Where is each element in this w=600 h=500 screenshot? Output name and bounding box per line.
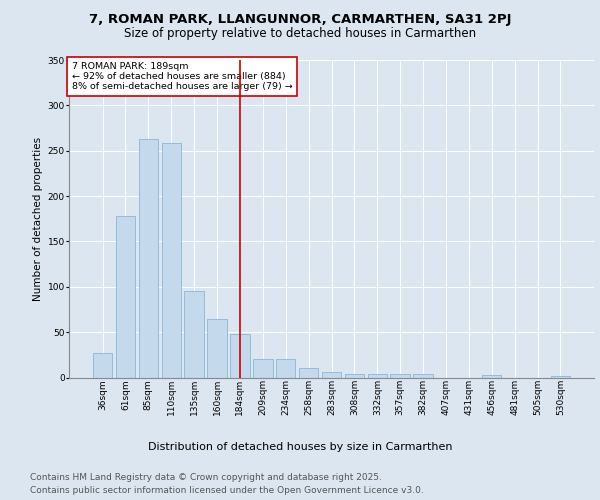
Bar <box>276 360 295 378</box>
Bar <box>344 374 364 378</box>
Bar <box>482 375 502 378</box>
Bar <box>208 320 227 378</box>
Bar <box>391 374 410 378</box>
Text: 7, ROMAN PARK, LLANGUNNOR, CARMARTHEN, SA31 2PJ: 7, ROMAN PARK, LLANGUNNOR, CARMARTHEN, S… <box>89 12 511 26</box>
Bar <box>184 292 204 378</box>
Bar <box>93 353 112 378</box>
Text: Contains public sector information licensed under the Open Government Licence v3: Contains public sector information licen… <box>30 486 424 495</box>
Bar <box>551 376 570 378</box>
Text: Distribution of detached houses by size in Carmarthen: Distribution of detached houses by size … <box>148 442 452 452</box>
Bar <box>322 372 341 378</box>
Y-axis label: Number of detached properties: Number of detached properties <box>34 136 43 301</box>
Text: 7 ROMAN PARK: 189sqm
← 92% of detached houses are smaller (884)
8% of semi-detac: 7 ROMAN PARK: 189sqm ← 92% of detached h… <box>71 62 292 92</box>
Bar <box>413 374 433 378</box>
Bar <box>368 374 387 378</box>
Text: Size of property relative to detached houses in Carmarthen: Size of property relative to detached ho… <box>124 28 476 40</box>
Bar <box>230 334 250 378</box>
Text: Contains HM Land Registry data © Crown copyright and database right 2025.: Contains HM Land Registry data © Crown c… <box>30 472 382 482</box>
Bar <box>253 360 272 378</box>
Bar <box>139 139 158 378</box>
Bar <box>299 368 319 378</box>
Bar <box>161 144 181 378</box>
Bar <box>116 216 135 378</box>
